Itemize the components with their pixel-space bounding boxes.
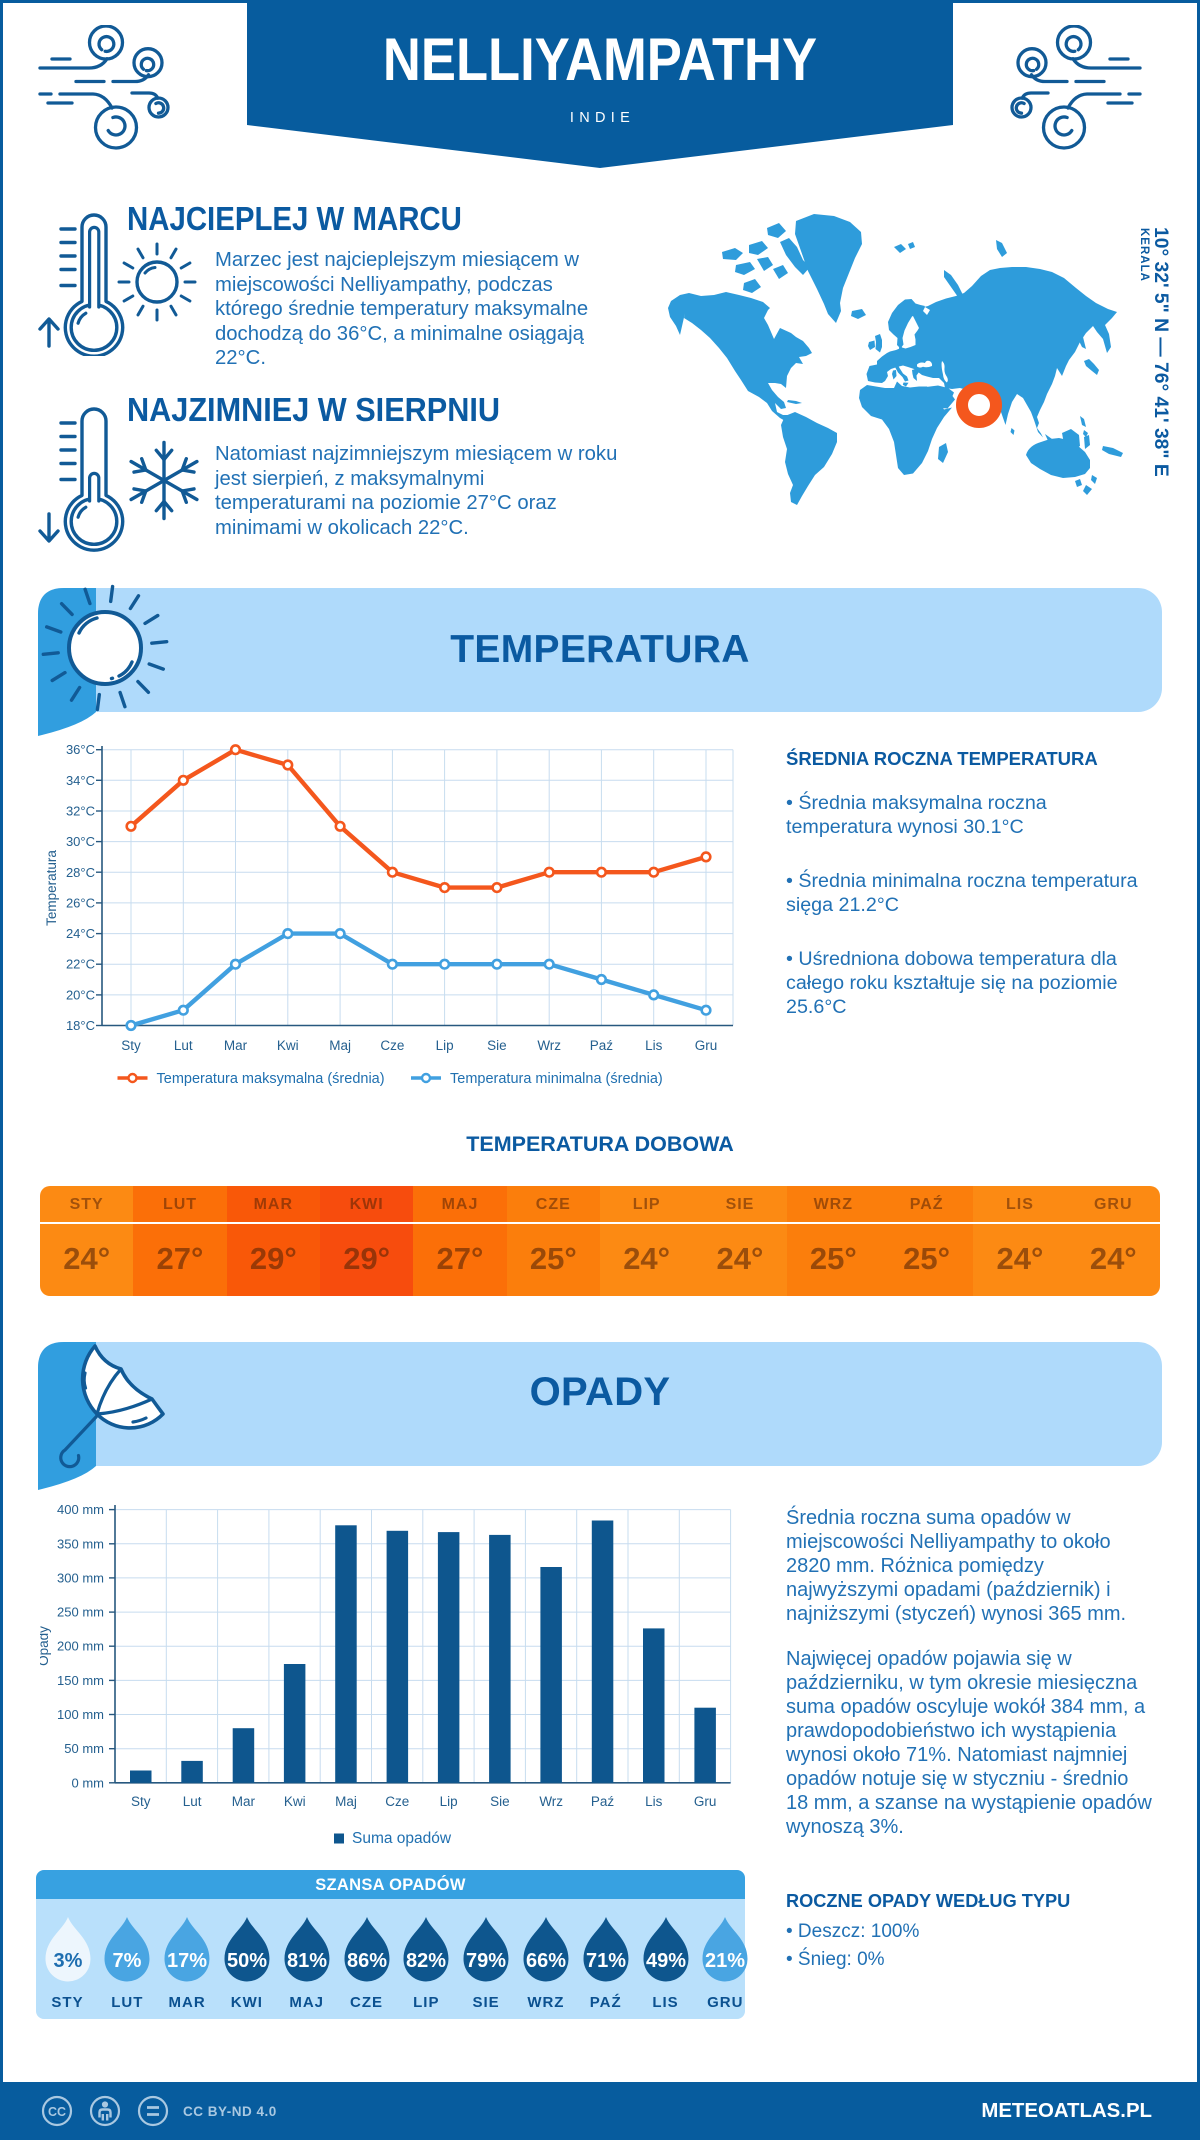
- svg-text:Temperatura maksymalna (średni: Temperatura maksymalna (średnia): [157, 1071, 385, 1087]
- svg-text:Temperatura: Temperatura: [44, 850, 59, 926]
- svg-text:Lip: Lip: [440, 1794, 458, 1809]
- svg-text:79%: 79%: [466, 1950, 506, 1972]
- svg-text:Sie: Sie: [487, 1038, 507, 1053]
- svg-text:400 mm: 400 mm: [57, 1502, 104, 1517]
- svg-text:28°C: 28°C: [66, 865, 95, 880]
- svg-text:200 mm: 200 mm: [57, 1639, 104, 1654]
- svg-text:50%: 50%: [227, 1950, 267, 1972]
- svg-text:150 mm: 150 mm: [57, 1673, 104, 1688]
- svg-text:50 mm: 50 mm: [64, 1741, 104, 1756]
- svg-text:30°C: 30°C: [66, 834, 95, 849]
- svg-text:Cze: Cze: [385, 1794, 409, 1809]
- svg-text:24°C: 24°C: [66, 926, 95, 941]
- svg-text:82%: 82%: [406, 1950, 446, 1972]
- svg-text:Paź: Paź: [591, 1794, 615, 1809]
- svg-text:Gru: Gru: [695, 1038, 718, 1053]
- svg-text:7%: 7%: [113, 1950, 142, 1972]
- svg-text:Lis: Lis: [645, 1038, 663, 1053]
- svg-text:32°C: 32°C: [66, 804, 95, 819]
- svg-text:Sty: Sty: [121, 1038, 141, 1053]
- svg-text:Mar: Mar: [224, 1038, 248, 1053]
- svg-text:Sty: Sty: [131, 1794, 151, 1809]
- svg-text:26°C: 26°C: [66, 895, 95, 910]
- svg-text:21%: 21%: [705, 1950, 745, 1972]
- svg-text:Suma opadów: Suma opadów: [352, 1830, 452, 1847]
- svg-text:100 mm: 100 mm: [57, 1707, 104, 1722]
- svg-text:Kwi: Kwi: [284, 1794, 306, 1809]
- svg-text:350 mm: 350 mm: [57, 1536, 104, 1551]
- svg-text:66%: 66%: [526, 1950, 566, 1972]
- svg-text:17%: 17%: [167, 1950, 207, 1972]
- svg-text:Lut: Lut: [183, 1794, 202, 1809]
- svg-text:36°C: 36°C: [66, 742, 95, 757]
- svg-text:3%: 3%: [53, 1950, 82, 1972]
- svg-text:86%: 86%: [346, 1950, 386, 1972]
- svg-text:Lis: Lis: [645, 1794, 663, 1809]
- svg-text:CC: CC: [48, 2105, 66, 2119]
- svg-text:Sie: Sie: [490, 1794, 510, 1809]
- svg-text:Maj: Maj: [329, 1038, 351, 1053]
- svg-text:Wrz: Wrz: [539, 1794, 563, 1809]
- svg-text:250 mm: 250 mm: [57, 1605, 104, 1620]
- svg-text:Lip: Lip: [436, 1038, 454, 1053]
- svg-text:49%: 49%: [645, 1950, 685, 1972]
- svg-text:34°C: 34°C: [66, 773, 95, 788]
- svg-text:Lut: Lut: [174, 1038, 193, 1053]
- svg-text:Mar: Mar: [232, 1794, 256, 1809]
- svg-text:81%: 81%: [287, 1950, 327, 1972]
- svg-text:20°C: 20°C: [66, 987, 95, 1002]
- svg-text:300 mm: 300 mm: [57, 1570, 104, 1585]
- svg-text:Maj: Maj: [335, 1794, 357, 1809]
- svg-text:Paź: Paź: [590, 1038, 614, 1053]
- svg-text:0 mm: 0 mm: [72, 1775, 105, 1790]
- svg-text:Opady: Opady: [40, 1626, 51, 1666]
- svg-text:Cze: Cze: [380, 1038, 404, 1053]
- svg-text:18°C: 18°C: [66, 1018, 95, 1033]
- svg-text:Kwi: Kwi: [277, 1038, 299, 1053]
- svg-text:71%: 71%: [586, 1950, 626, 1972]
- svg-text:22°C: 22°C: [66, 957, 95, 972]
- svg-text:Gru: Gru: [694, 1794, 717, 1809]
- svg-text:Wrz: Wrz: [537, 1038, 561, 1053]
- svg-text:Temperatura minimalna (średnia: Temperatura minimalna (średnia): [450, 1071, 663, 1087]
